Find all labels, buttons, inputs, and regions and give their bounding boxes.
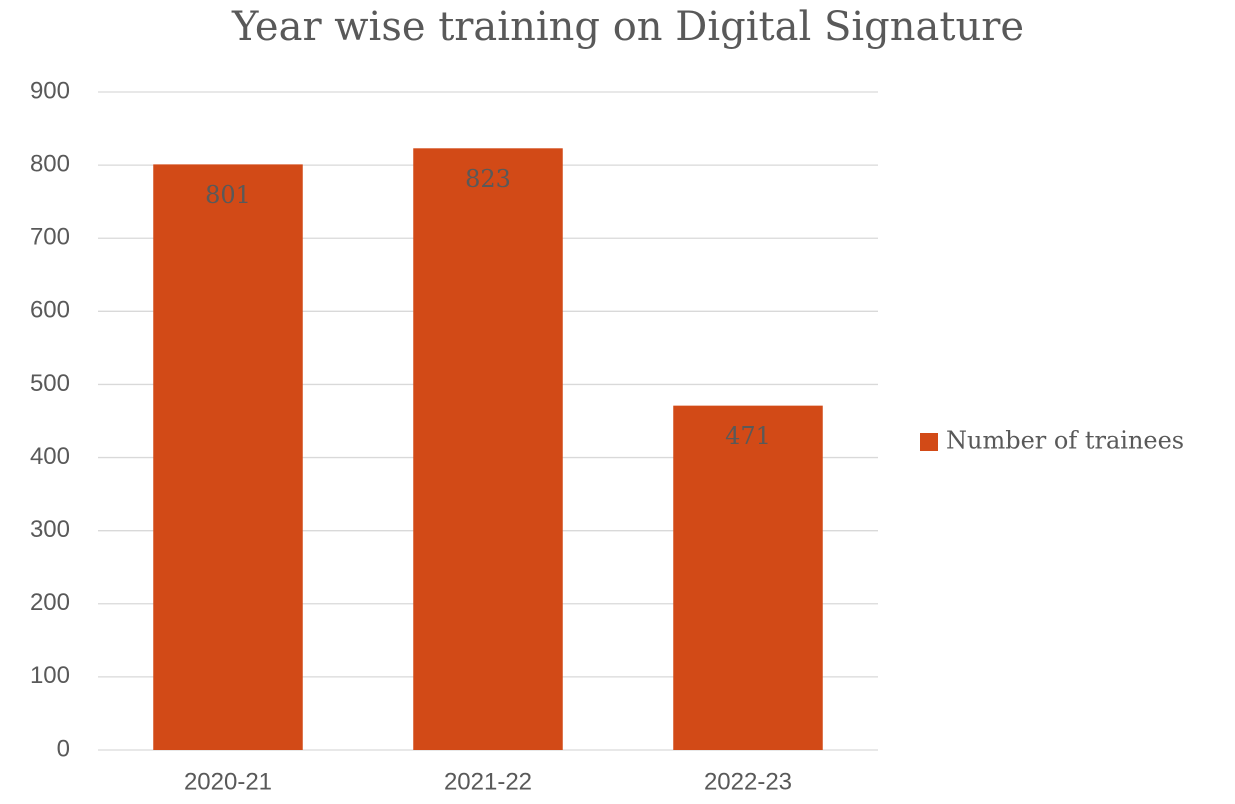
bar bbox=[153, 164, 303, 750]
bar bbox=[413, 148, 563, 751]
y-tick-label: 500 bbox=[30, 370, 70, 397]
y-tick-label: 700 bbox=[30, 224, 70, 251]
y-tick-label: 600 bbox=[30, 297, 70, 324]
y-tick-label: 300 bbox=[30, 516, 70, 543]
x-tick-label: 2022-23 bbox=[704, 768, 792, 795]
y-tick-label: 900 bbox=[30, 77, 70, 104]
y-tick-label: 400 bbox=[30, 443, 70, 470]
y-tick-label: 100 bbox=[30, 662, 70, 689]
chart-title: Year wise training on Digital Signature bbox=[231, 4, 1024, 50]
legend-swatch bbox=[920, 433, 938, 451]
data-label: 823 bbox=[465, 165, 511, 193]
data-label: 471 bbox=[725, 422, 771, 450]
y-tick-label: 800 bbox=[30, 150, 70, 177]
y-tick-label: 200 bbox=[30, 589, 70, 616]
legend-label: Number of trainees bbox=[946, 427, 1184, 455]
x-tick-label: 2021-22 bbox=[444, 768, 532, 795]
x-tick-label: 2020-21 bbox=[184, 768, 272, 795]
data-label: 801 bbox=[205, 181, 251, 209]
y-tick-label: 0 bbox=[57, 735, 70, 762]
bar bbox=[673, 405, 823, 750]
